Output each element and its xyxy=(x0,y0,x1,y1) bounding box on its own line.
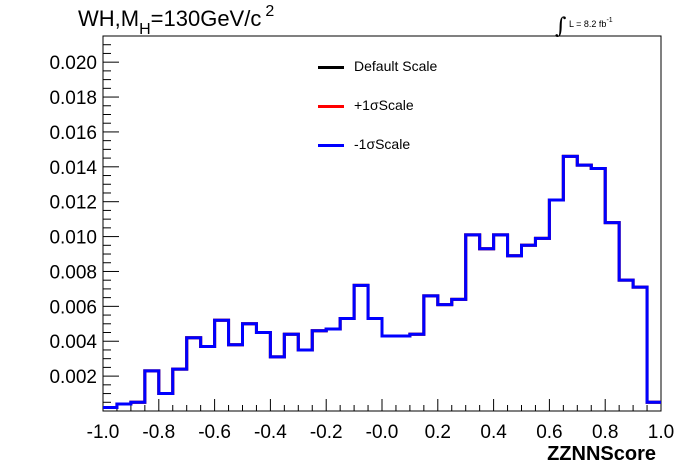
x-tick-label: -0.6 xyxy=(198,422,231,443)
legend-label-default: Default Scale xyxy=(354,58,438,74)
x-tick-label: -0.8 xyxy=(142,422,175,443)
x-tick-label: 1.0 xyxy=(648,422,674,443)
title-main: WH,M xyxy=(78,6,140,31)
legend-label-plus: +1σScale xyxy=(354,97,414,113)
y-tick-label: 0.012 xyxy=(49,193,97,214)
x-tick-label: 0.2 xyxy=(425,422,451,443)
y-tick-label: 0.016 xyxy=(49,123,97,144)
chart-title: WH,MH=130GeV/c 2 xyxy=(78,3,274,38)
x-axis-label: ZZNNScore xyxy=(547,443,656,465)
legend-swatch-default xyxy=(318,65,344,69)
x-tick-label: -1.0 xyxy=(87,422,120,443)
lumi-text: L = 8.2 fb xyxy=(568,19,607,29)
y-tick-label: 0.004 xyxy=(49,332,97,353)
y-axis-ticks: 0.002 0.004 0.006 0.008 0.010 0.012 0.014 0.016… xyxy=(49,35,119,403)
x-tick-label: 0.4 xyxy=(480,422,507,443)
legend-swatch-plus xyxy=(318,104,344,108)
legend-item-minus: -1σScale xyxy=(318,136,410,152)
x-tick-label: -0.2 xyxy=(310,422,343,443)
title-rest: =130GeV/c xyxy=(150,6,262,31)
title-subscript: H xyxy=(139,21,151,38)
y-tick-label: 0.006 xyxy=(49,297,97,318)
x-tick-label: -0.0 xyxy=(366,422,399,443)
legend-item-plus: +1σScale xyxy=(318,97,414,113)
legend-swatch-minus xyxy=(318,143,344,147)
y-tick-label: 0.018 xyxy=(49,88,97,109)
lumi-superscript: -1 xyxy=(606,17,613,24)
title-superscript: 2 xyxy=(265,3,275,20)
x-tick-label: -0.4 xyxy=(254,422,287,443)
y-tick-label: 0.008 xyxy=(49,262,97,283)
luminosity-label: ∫ L = 8.2 fb-1 xyxy=(555,8,613,39)
legend-item-default: Default Scale xyxy=(318,58,437,74)
integral-icon: ∫ xyxy=(555,14,567,39)
x-tick-label: 0.8 xyxy=(592,422,618,443)
x-tick-label: 0.6 xyxy=(536,422,562,443)
series-layer xyxy=(103,154,661,410)
series-line-2 xyxy=(103,154,661,410)
x-axis-ticks: -1.0 -0.8 -0.6 -0.4 -0.2 -0.0 0.2 0.4 0.6 0.8 1.0 xyxy=(87,399,674,443)
legend-label-minus: -1σScale xyxy=(354,136,411,152)
y-tick-label: 0.014 xyxy=(49,158,97,179)
y-tick-label: 0.020 xyxy=(49,53,97,74)
y-tick-label: 0.010 xyxy=(49,228,97,249)
y-tick-label: 0.002 xyxy=(49,367,97,388)
